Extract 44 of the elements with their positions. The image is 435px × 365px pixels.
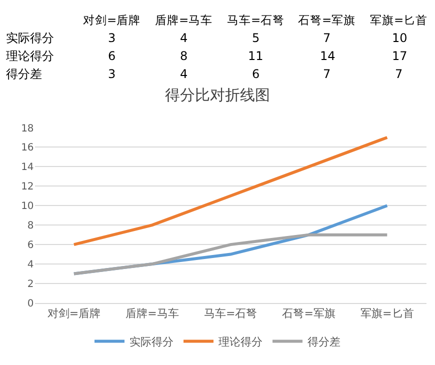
text: 理论得分	[6, 49, 54, 63]
legend-label: 实际得分	[130, 336, 174, 349]
x-tick-label: 石弩=军旗	[282, 307, 336, 320]
legend-label: 得分差	[308, 336, 340, 349]
data-label: 7	[323, 31, 331, 45]
data-label: 11	[248, 49, 264, 63]
x-tick-label: 盾牌=马车	[126, 307, 179, 320]
data-label: 14	[320, 49, 336, 63]
line-series	[72, 233, 389, 276]
y-tick-label: 12	[21, 182, 34, 193]
category-label: 盾牌=马车	[155, 13, 213, 27]
data-label: 3	[108, 67, 116, 81]
y-tick-label: 14	[21, 162, 34, 174]
y-tick-label: 18	[21, 123, 34, 134]
x-tick-label: 马车=石弩	[204, 307, 258, 320]
data-label: 7	[323, 67, 331, 81]
category-label: 军旗=匕首	[370, 13, 428, 27]
y-tick-label: 6	[27, 240, 34, 252]
data-label: 5	[252, 31, 260, 45]
data-label: 4	[180, 31, 188, 45]
y-tick-label: 4	[27, 260, 34, 271]
category-label: 对剑=盾牌	[83, 13, 141, 27]
text: 得分差	[6, 67, 42, 81]
data-label: 3	[108, 31, 116, 45]
y-tick-label: 10	[21, 201, 34, 212]
text: 实际得分	[6, 31, 54, 45]
data-label: 4	[180, 67, 188, 81]
line-series	[72, 136, 389, 246]
y-tick-label: 0	[27, 298, 34, 310]
category-label: 马车=石弩	[227, 13, 285, 27]
data-label: 7	[395, 67, 403, 81]
x-tick-label: 对剑=盾牌	[47, 307, 101, 320]
category-label: 石弩=军旗	[298, 13, 356, 27]
data-label: 8	[180, 49, 188, 63]
legend-label: 理论得分	[218, 336, 262, 349]
x-tick-label: 军旗=匕首	[360, 307, 414, 320]
chart-title: 得分比对折线图	[165, 86, 270, 104]
y-tick-label: 2	[27, 278, 34, 290]
data-label: 17	[392, 49, 408, 63]
y-tick-label: 8	[27, 220, 34, 232]
data-label: 10	[392, 31, 408, 45]
data-label: 6	[108, 49, 116, 63]
data-label: 6	[252, 67, 260, 81]
y-tick-label: 16	[21, 142, 34, 154]
